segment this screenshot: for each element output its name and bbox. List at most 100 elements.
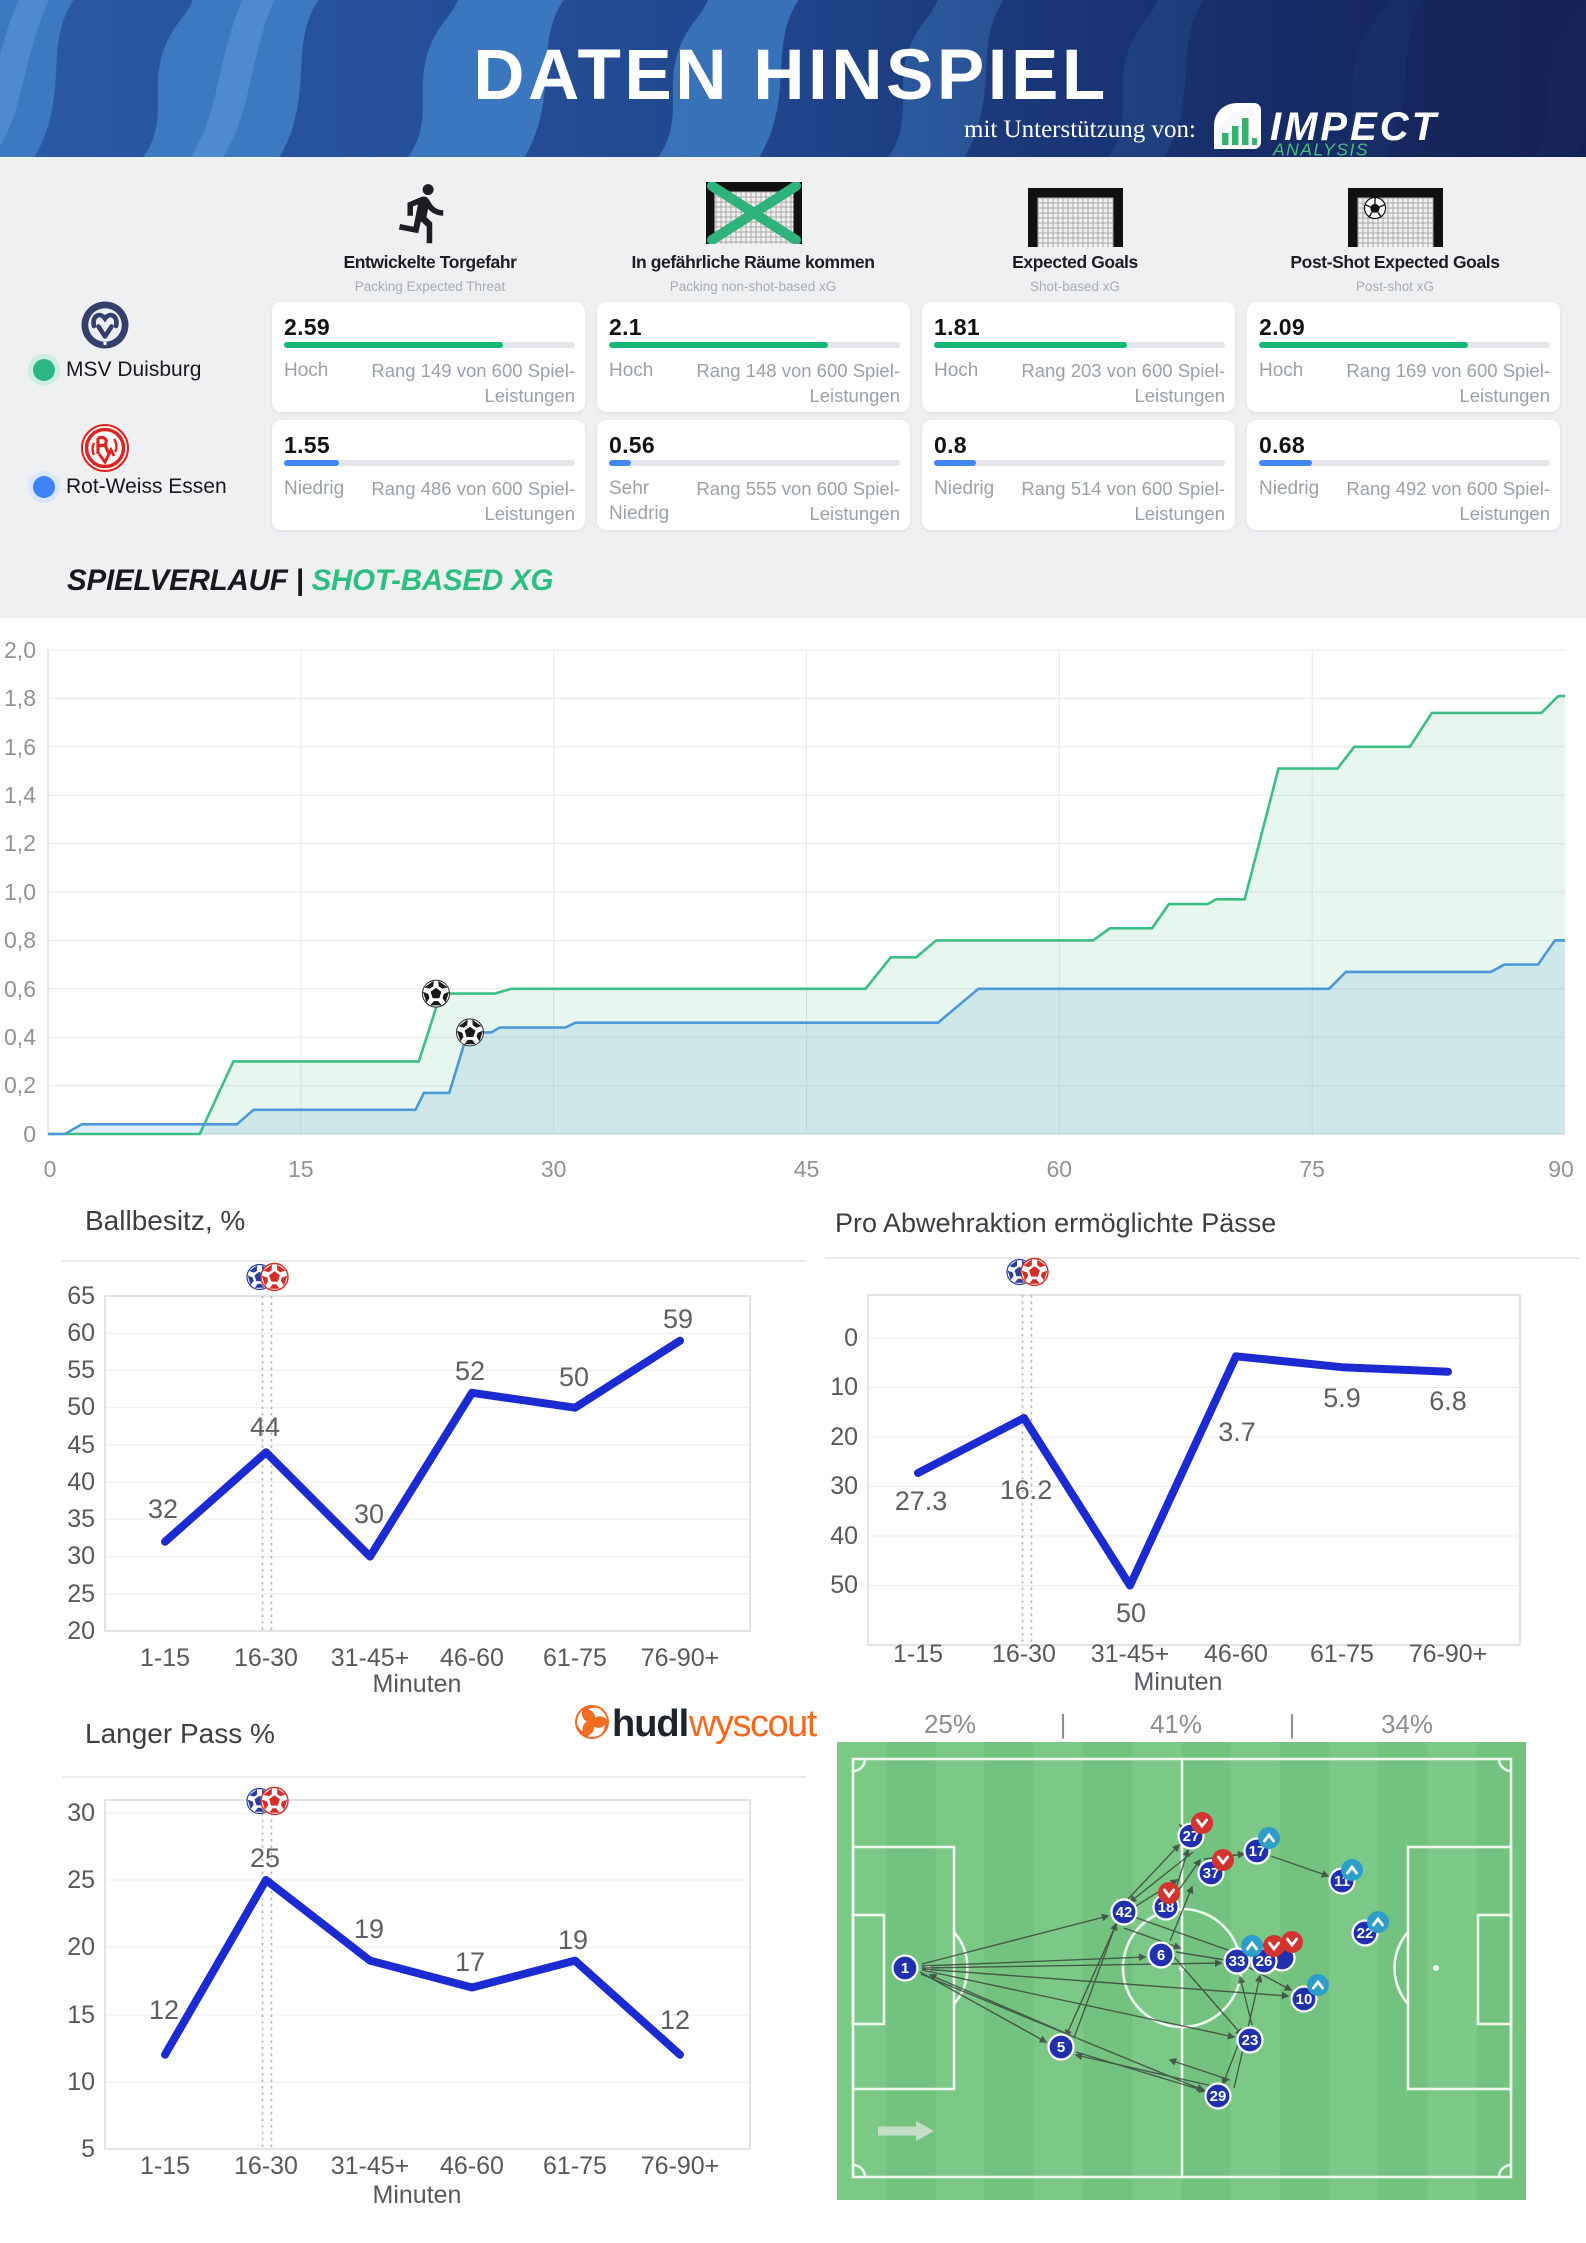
svg-text:Pro Abwehraktion ermöglichte P: Pro Abwehraktion ermöglichte Pässe: [835, 1208, 1276, 1238]
svg-text:1,8: 1,8: [4, 685, 36, 711]
svg-text:30: 30: [67, 1799, 95, 1827]
svg-text:25%: 25%: [924, 1709, 976, 1739]
svg-text:10: 10: [1296, 1991, 1313, 2008]
svg-text:1-15: 1-15: [140, 2152, 190, 2180]
svg-text:20: 20: [67, 1617, 95, 1645]
svg-text:55: 55: [67, 1356, 95, 1384]
svg-text:1-15: 1-15: [140, 1644, 190, 1672]
svg-text:31-45+: 31-45+: [1091, 1640, 1170, 1668]
svg-text:41%: 41%: [1150, 1709, 1202, 1739]
svg-text:22: 22: [1357, 1925, 1374, 1942]
svg-text:44: 44: [250, 1412, 280, 1442]
svg-text:31-45+: 31-45+: [331, 1644, 410, 1672]
svg-text:IMPECT: IMPECT: [1270, 105, 1440, 149]
svg-text:30: 30: [354, 1499, 384, 1529]
svg-text:ANALYSIS: ANALYSIS: [1272, 140, 1369, 158]
svg-text:1-15: 1-15: [893, 1640, 943, 1668]
svg-text:25: 25: [67, 1866, 95, 1894]
svg-text:Langer Pass %: Langer Pass %: [85, 1718, 275, 1749]
svg-text:17: 17: [455, 1947, 485, 1977]
svg-text:32: 32: [148, 1494, 178, 1524]
svg-text:60: 60: [1047, 1156, 1073, 1182]
svg-text:45: 45: [67, 1431, 95, 1459]
svg-text:|: |: [1060, 1709, 1067, 1739]
svg-text:20: 20: [830, 1423, 858, 1451]
svg-text:19: 19: [558, 1925, 588, 1955]
svg-text:16-30: 16-30: [992, 1640, 1056, 1668]
svg-text:1: 1: [901, 1960, 909, 1977]
svg-text:90: 90: [1548, 1156, 1574, 1182]
svg-text:31-45+: 31-45+: [331, 2152, 410, 2180]
svg-text:12: 12: [149, 1995, 179, 2025]
svg-text:6: 6: [1157, 1947, 1165, 1964]
svg-text:42: 42: [1116, 1904, 1133, 1921]
svg-text:60: 60: [67, 1319, 95, 1347]
svg-text:16-30: 16-30: [234, 1644, 298, 1672]
svg-text:30: 30: [541, 1156, 567, 1182]
svg-text:5: 5: [1057, 2039, 1065, 2056]
svg-text:75: 75: [1299, 1156, 1325, 1182]
svg-text:3.7: 3.7: [1218, 1417, 1256, 1447]
svg-text:16-30: 16-30: [234, 2152, 298, 2180]
svg-text:46-60: 46-60: [440, 2152, 504, 2180]
svg-text:0: 0: [44, 1156, 57, 1182]
svg-text:2,0: 2,0: [4, 637, 36, 663]
svg-text:1,4: 1,4: [4, 782, 36, 808]
svg-text:27: 27: [1183, 1828, 1200, 1845]
svg-text:40: 40: [67, 1468, 95, 1496]
svg-text:45: 45: [794, 1156, 820, 1182]
svg-text:25: 25: [67, 1580, 95, 1608]
svg-text:Ballbesitz, %: Ballbesitz, %: [85, 1205, 245, 1236]
svg-text:1,6: 1,6: [4, 734, 36, 760]
svg-text:0,4: 0,4: [4, 1024, 36, 1050]
svg-text:46-60: 46-60: [1204, 1640, 1268, 1668]
svg-text:30: 30: [67, 1542, 95, 1570]
svg-text:76-90+: 76-90+: [641, 2152, 720, 2180]
svg-text:27.3: 27.3: [895, 1486, 948, 1516]
svg-text:10: 10: [67, 2068, 95, 2096]
svg-text:15: 15: [67, 2001, 95, 2029]
svg-text:0,6: 0,6: [4, 976, 36, 1002]
svg-text:Minuten: Minuten: [1134, 1668, 1223, 1696]
svg-text:20: 20: [67, 1933, 95, 1961]
svg-text:30: 30: [830, 1472, 858, 1500]
svg-text:5: 5: [81, 2135, 95, 2163]
svg-text:46-60: 46-60: [440, 1644, 504, 1672]
svg-text:wyscout: wyscout: [688, 1703, 818, 1745]
svg-text:5.9: 5.9: [1323, 1383, 1361, 1413]
svg-text:52: 52: [455, 1356, 485, 1386]
svg-text:61-75: 61-75: [543, 2152, 607, 2180]
svg-text:33: 33: [1229, 1953, 1246, 1970]
svg-text:1,0: 1,0: [4, 879, 36, 905]
svg-text:50: 50: [1116, 1598, 1146, 1628]
svg-text:16.2: 16.2: [1000, 1475, 1053, 1505]
svg-text:61-75: 61-75: [543, 1644, 607, 1672]
svg-text:10: 10: [830, 1373, 858, 1401]
svg-text:19: 19: [354, 1914, 384, 1944]
svg-text:76-90+: 76-90+: [1409, 1640, 1488, 1668]
svg-text:6.8: 6.8: [1429, 1386, 1467, 1416]
svg-text:50: 50: [67, 1393, 95, 1421]
svg-text:hudl: hudl: [612, 1703, 688, 1745]
svg-text:61-75: 61-75: [1310, 1640, 1374, 1668]
svg-text:Minuten: Minuten: [373, 1670, 462, 1698]
svg-text:12: 12: [660, 2005, 690, 2035]
svg-text:34%: 34%: [1381, 1709, 1433, 1739]
svg-text:23: 23: [1242, 2032, 1259, 2049]
svg-text:50: 50: [830, 1571, 858, 1599]
svg-text:65: 65: [67, 1282, 95, 1310]
svg-text:17: 17: [1249, 1843, 1266, 1860]
svg-text:50: 50: [559, 1362, 589, 1392]
svg-text:40: 40: [830, 1522, 858, 1550]
svg-text:35: 35: [67, 1505, 95, 1533]
svg-text:0: 0: [23, 1121, 36, 1147]
svg-text:0,8: 0,8: [4, 927, 36, 953]
svg-text:25: 25: [250, 1843, 280, 1873]
svg-text:59: 59: [663, 1304, 693, 1334]
svg-text:1,2: 1,2: [4, 830, 36, 856]
svg-text:0: 0: [844, 1324, 858, 1352]
svg-text:26: 26: [1256, 1953, 1273, 1970]
svg-text:37: 37: [1203, 1865, 1220, 1882]
svg-text:76-90+: 76-90+: [641, 1644, 720, 1672]
svg-text:Minuten: Minuten: [373, 2181, 462, 2209]
